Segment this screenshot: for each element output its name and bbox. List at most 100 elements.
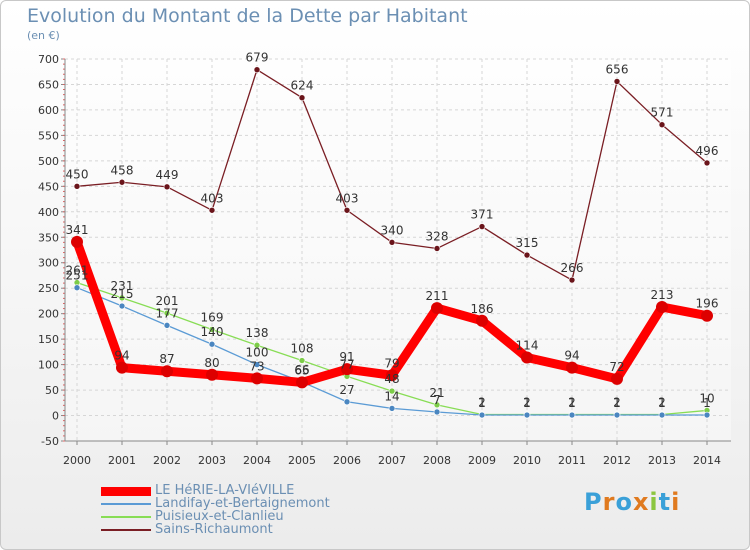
data-point	[163, 322, 171, 329]
data-point	[208, 340, 216, 348]
logo-letter: i	[649, 488, 659, 516]
data-label: 65	[294, 363, 309, 377]
x-tick-label: 2012	[603, 454, 631, 467]
data-label: 251	[66, 269, 89, 283]
data-label: 656	[606, 62, 629, 76]
data-label: 450	[66, 167, 89, 181]
data-point	[611, 372, 623, 385]
proxiti-logo: Proxiti	[584, 488, 680, 516]
data-label: 2	[478, 396, 486, 410]
logo-letter: o	[615, 488, 633, 516]
data-point	[433, 401, 441, 409]
data-label: 94	[114, 349, 129, 363]
data-label: 496	[696, 144, 719, 158]
data-label: 77	[339, 357, 354, 371]
y-tick-label: 100	[38, 359, 59, 372]
data-point	[71, 235, 83, 248]
data-point	[253, 66, 261, 73]
data-label: 2	[613, 396, 621, 410]
data-label: 186	[471, 302, 494, 316]
data-point	[566, 361, 578, 374]
data-point	[208, 326, 216, 333]
data-label: 679	[246, 51, 269, 65]
legend-label: Sains-Richaumont	[155, 522, 273, 537]
data-point	[703, 159, 711, 167]
data-point	[296, 376, 308, 389]
x-tick-label: 2010	[513, 454, 541, 467]
data-label: 169	[201, 310, 224, 324]
data-label: 1	[613, 396, 621, 410]
chart-title: Evolution du Montant de la Dette par Hab…	[27, 5, 468, 27]
x-tick-label: 2007	[378, 454, 406, 467]
data-label: 213	[651, 288, 674, 302]
data-point	[703, 411, 711, 419]
x-tick-label: 2000	[63, 454, 91, 467]
data-label: 211	[426, 289, 449, 303]
data-point	[251, 372, 263, 385]
y-axis-unit: (en €)	[27, 29, 60, 42]
data-label: 2	[568, 396, 576, 410]
data-label: 48	[384, 372, 399, 386]
data-label: 328	[426, 229, 449, 243]
data-point	[253, 361, 261, 368]
data-label: 449	[156, 168, 179, 182]
logo-letter: i	[671, 488, 681, 516]
data-point	[163, 183, 171, 191]
y-tick-label: 500	[38, 155, 59, 168]
y-tick-label: 150	[38, 333, 59, 346]
data-label: 177	[156, 306, 179, 320]
data-point	[568, 276, 576, 284]
data-label: 371	[471, 208, 494, 222]
data-label: 91	[339, 350, 354, 364]
data-point	[298, 357, 306, 364]
data-point	[163, 309, 171, 317]
y-tick-label: 50	[45, 384, 59, 397]
data-point	[343, 398, 351, 406]
data-label: 66	[294, 363, 309, 377]
y-tick-label: 350	[38, 231, 59, 244]
x-tick-label: 2011	[558, 454, 586, 467]
data-point	[118, 294, 126, 302]
legend-label: Puisieux-et-Clanlieu	[155, 509, 284, 524]
data-label: 571	[651, 106, 674, 120]
data-point	[298, 94, 306, 102]
data-point	[208, 206, 216, 214]
data-point	[341, 363, 353, 376]
logo-letter: t	[658, 488, 672, 516]
data-label: 266	[561, 261, 584, 275]
y-tick-label: 0	[52, 410, 59, 423]
data-point	[478, 223, 486, 230]
data-point	[523, 251, 531, 259]
data-point	[658, 411, 666, 419]
data-label: 231	[111, 279, 134, 293]
data-label: 196	[696, 297, 719, 311]
y-tick-label: 400	[38, 206, 59, 219]
data-label: 1	[523, 396, 531, 410]
data-label: 403	[201, 191, 224, 205]
data-label: 201	[156, 294, 179, 308]
y-tick-label: 300	[38, 257, 59, 270]
data-point	[116, 361, 128, 374]
data-point	[253, 341, 261, 349]
data-label: 108	[291, 342, 314, 356]
data-point	[161, 365, 173, 378]
data-label: 140	[201, 325, 224, 339]
data-label: 403	[336, 191, 359, 205]
data-label: 1	[478, 396, 486, 410]
x-tick-label: 2005	[288, 454, 316, 467]
logo-letter: P	[584, 488, 603, 516]
logo-letter: x	[632, 488, 650, 516]
y-tick-label: 600	[38, 104, 59, 117]
data-point	[73, 183, 81, 190]
data-label: 72	[609, 360, 624, 374]
data-label: 94	[564, 349, 579, 363]
data-label: 138	[246, 326, 269, 340]
data-point	[388, 405, 396, 412]
legend-swatch	[101, 529, 151, 531]
y-tick-label: 650	[38, 78, 59, 91]
data-point	[118, 302, 126, 310]
logo-letter: r	[602, 488, 616, 516]
data-label: 10	[699, 391, 714, 405]
y-tick-label: 250	[38, 282, 59, 295]
